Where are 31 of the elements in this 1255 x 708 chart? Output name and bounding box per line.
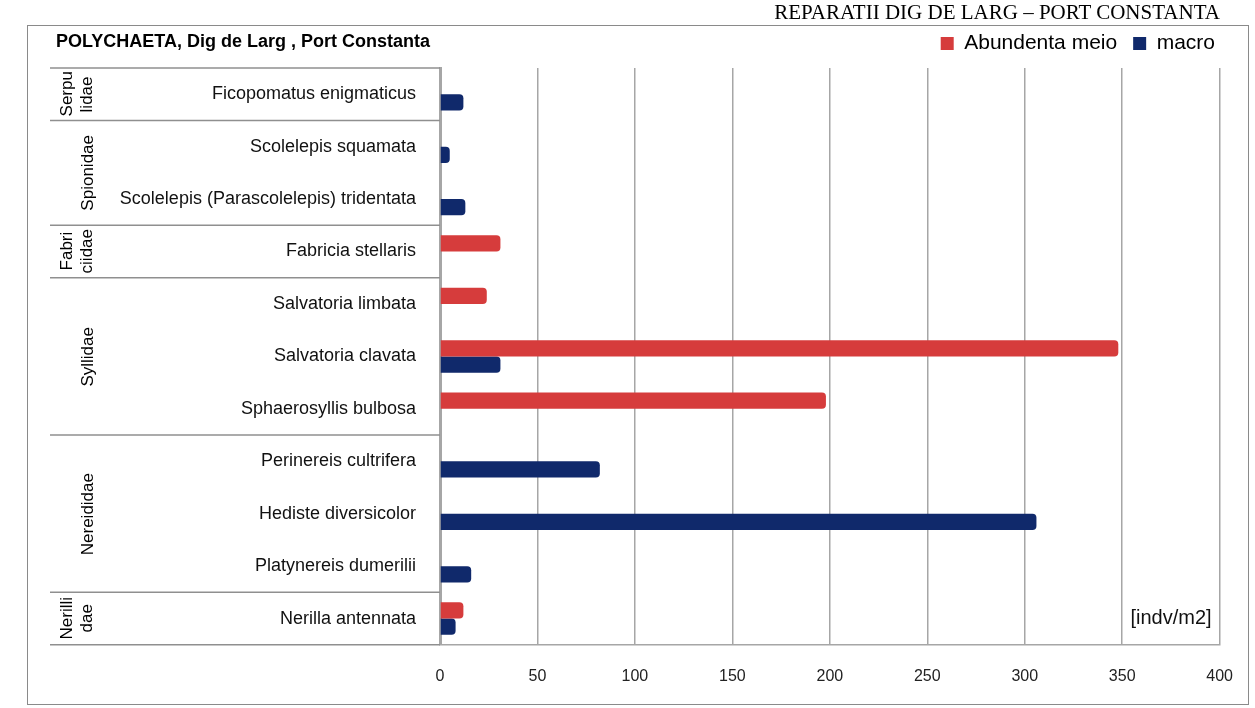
x-axis-title: [indv/m2] xyxy=(1130,606,1212,629)
x-tick-label: 50 xyxy=(528,666,547,684)
text: Nereididae xyxy=(77,472,98,555)
x-tick-label: 100 xyxy=(621,666,649,684)
y-tick-label: Platynereis dumerilii xyxy=(254,555,416,576)
y-tick-label: Ficopomatus enigmaticus xyxy=(211,83,416,104)
x-tick-label: 0 xyxy=(435,666,445,684)
x-tick-label: 200 xyxy=(816,666,844,684)
text: Syllidae xyxy=(77,326,98,387)
y-tick-label: Scolelepis squamata xyxy=(249,135,417,156)
x-tick-label: 150 xyxy=(719,666,746,684)
x-tick-label: 350 xyxy=(1108,666,1136,684)
y-tick-label: Hediste diversicolor xyxy=(258,502,416,523)
y-tick-label: Salvatoria clavata xyxy=(273,345,417,366)
text: POLYCHAETA, Dig de Larg , Port Constanta xyxy=(56,31,431,52)
x-tick-label: 400 xyxy=(1206,666,1234,684)
legend-label: macro xyxy=(1156,30,1216,54)
text: Spionidae xyxy=(77,135,98,211)
text: Fabri ciidae xyxy=(57,228,98,275)
y-tick-label: Perinereis cultrifera xyxy=(260,450,417,471)
y-tick-label: Fabricia stellaris xyxy=(285,240,416,261)
y-tick-label: Sphaerosyllis bulbosa xyxy=(240,397,417,418)
y-tick-label: Nerilla antennata xyxy=(279,607,417,628)
legend-label: Abundenta meio xyxy=(964,30,1118,54)
text: REPARATII DIG DE LARG – PORT CONSTANTA xyxy=(774,0,1220,24)
x-tick-label: 300 xyxy=(1011,666,1039,684)
y-tick-label: Salvatoria limbata xyxy=(272,292,417,313)
text: Serpu lidae xyxy=(57,71,98,118)
y-tick-label: Scolelepis (Parascolelepis) tridentata xyxy=(119,188,417,209)
text: Nerilli dae xyxy=(57,596,98,642)
x-tick-label: 250 xyxy=(913,666,941,684)
